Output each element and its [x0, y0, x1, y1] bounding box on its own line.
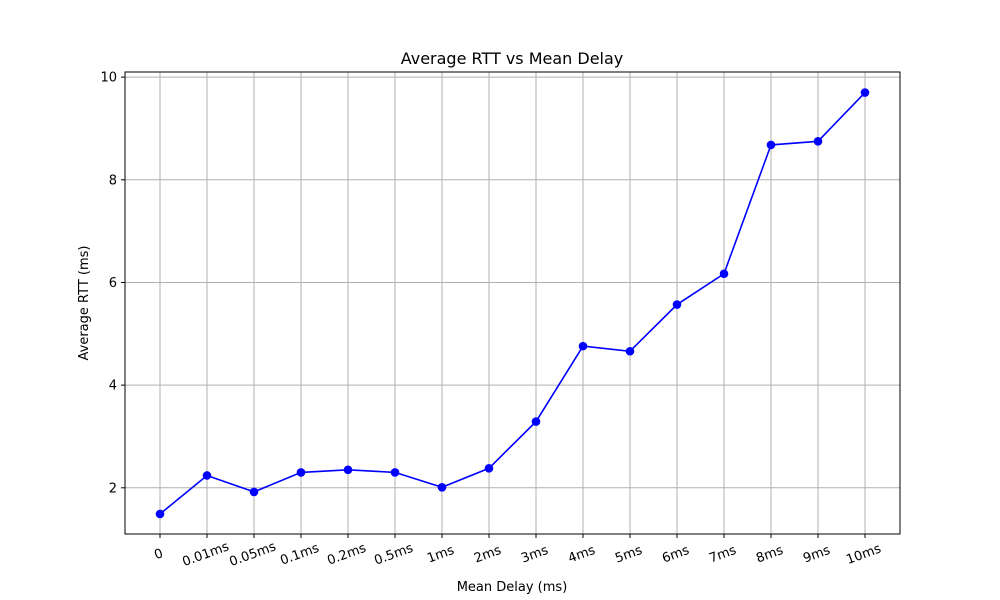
x-tick-label: 0.01ms [181, 539, 232, 570]
data-point [343, 465, 353, 475]
y-tick-label: 4 [109, 379, 117, 394]
x-tick-label: 5ms [613, 543, 644, 567]
series [155, 88, 870, 519]
x-tick-label: 3ms [519, 543, 550, 567]
data-point [390, 468, 400, 477]
data-point [766, 140, 776, 150]
series-line [159, 91, 866, 515]
x-tick-label: 0.2ms [325, 541, 368, 569]
data-point [578, 341, 588, 351]
x-axis-label: Mean Delay (ms) [457, 580, 568, 595]
data-point [813, 137, 823, 146]
data-point [484, 463, 494, 473]
x-tick-label: 0.05ms [228, 539, 279, 570]
chart-title: Average RTT vs Mean Delay [401, 49, 624, 68]
x-tick-label: 10ms [844, 541, 883, 567]
plot-frame [124, 71, 901, 535]
data-point [719, 269, 729, 279]
data-point [249, 487, 259, 497]
data-point [625, 346, 635, 356]
y-tick-label: 8 [109, 173, 117, 188]
x-tick-label: 6ms [660, 543, 691, 567]
data-point [531, 417, 541, 426]
y-tick-label: 10 [100, 71, 117, 86]
x-tick-label: 4ms [566, 543, 597, 567]
y-axis-label: Average RTT (ms) [77, 246, 92, 361]
x-tick-label: 0.1ms [278, 541, 321, 569]
data-point [202, 471, 212, 480]
x-tick-label: 7ms [707, 543, 738, 567]
data-point [296, 468, 306, 477]
data-point [437, 482, 447, 492]
data-point [860, 88, 870, 97]
y-tick-label: 6 [109, 276, 117, 291]
x-tick-label: 8ms [754, 543, 785, 567]
data-point [672, 300, 682, 309]
x-tick-label: 1ms [425, 543, 456, 567]
y-tick-label: 2 [109, 481, 117, 496]
data-point [155, 509, 165, 519]
x-tick-label: 2ms [472, 543, 503, 567]
x-tick-label: 9ms [801, 543, 832, 567]
grid [125, 72, 900, 534]
x-tick-label: 0.5ms [372, 541, 415, 569]
x-tick-label: 0 [152, 546, 165, 563]
